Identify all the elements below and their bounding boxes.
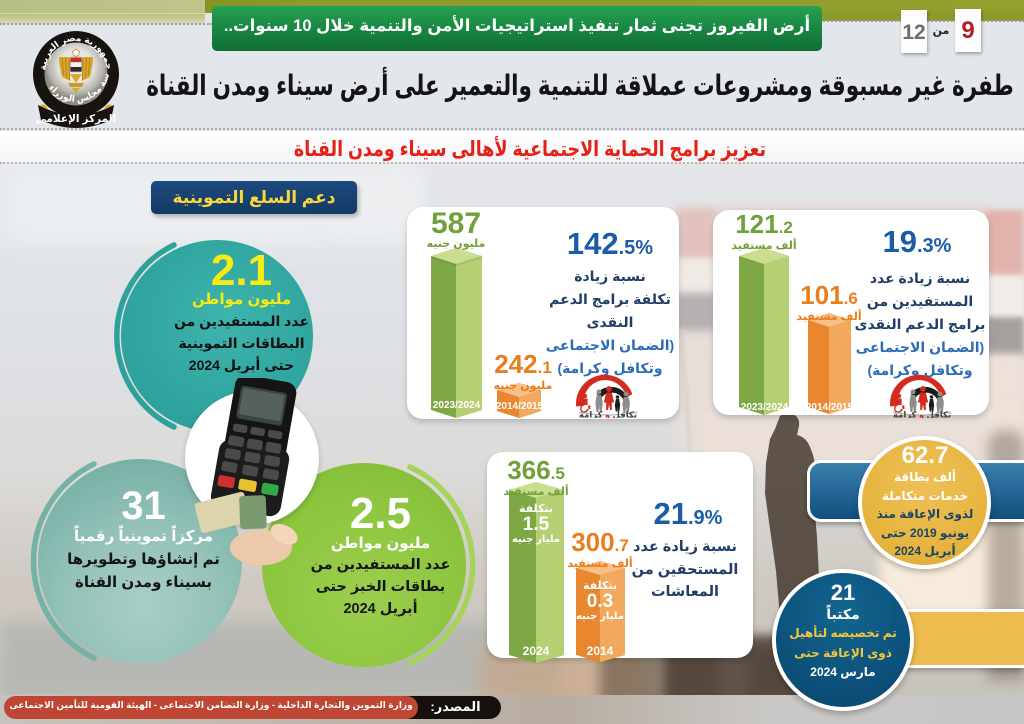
- svg-text:تكافل و كرامة: تكافل و كرامة: [893, 410, 951, 419]
- svg-text:تكافل و كرامة: تكافل و كرامة: [579, 410, 637, 419]
- svg-text:المركز الإعلامى: المركز الإعلامى: [36, 113, 116, 125]
